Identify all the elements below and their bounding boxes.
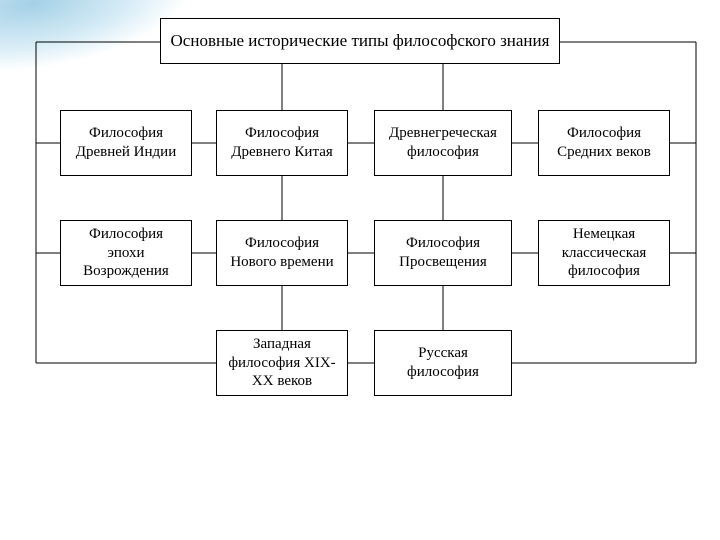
node-n0: Философия Древней Индии <box>60 110 192 176</box>
node-label: Философия Древнего Китая <box>225 124 339 162</box>
node-label: Древнегреческая философия <box>383 124 503 162</box>
node-n7: Немецкая классическая философия <box>538 220 670 286</box>
node-label: Философия Нового времени <box>225 234 339 272</box>
diagram-canvas: Основные исторические типы философского … <box>0 0 720 540</box>
diagram-title-box: Основные исторические типы философского … <box>160 18 560 64</box>
node-label: Немецкая классическая философия <box>547 225 661 281</box>
diagram-title-text: Основные исторические типы философского … <box>171 30 550 51</box>
node-label: Философия Просвещения <box>383 234 503 272</box>
node-n6: Философия Просвещения <box>374 220 512 286</box>
node-n4: Философия эпохи Возрождения <box>60 220 192 286</box>
node-label: Западная философия XIX-XX веков <box>225 335 339 391</box>
node-n5: Философия Нового времени <box>216 220 348 286</box>
node-n8: Западная философия XIX-XX веков <box>216 330 348 396</box>
node-label: Философия Древней Индии <box>69 124 183 162</box>
node-label: Русская философия <box>383 344 503 382</box>
node-label: Философия эпохи Возрождения <box>69 225 183 281</box>
node-n1: Философия Древнего Китая <box>216 110 348 176</box>
node-n2: Древнегреческая философия <box>374 110 512 176</box>
node-n9: Русская философия <box>374 330 512 396</box>
node-label: Философия Средних веков <box>547 124 661 162</box>
node-n3: Философия Средних веков <box>538 110 670 176</box>
